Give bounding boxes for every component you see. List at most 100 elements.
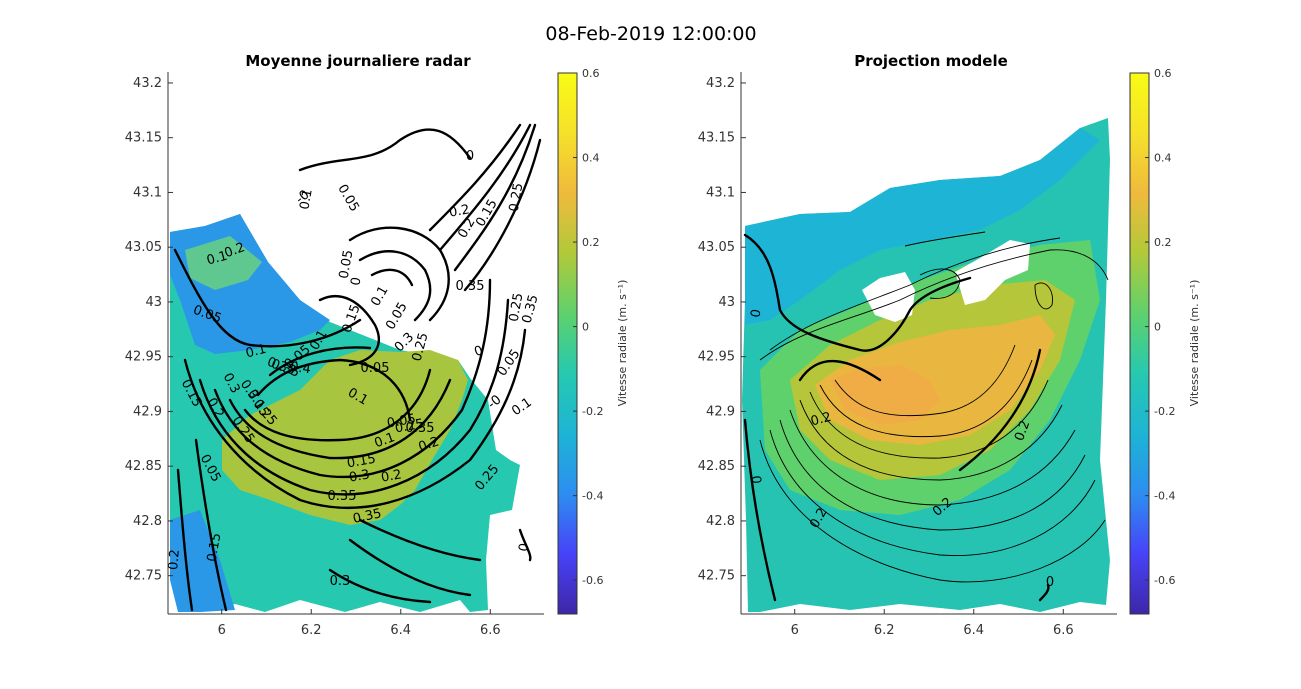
contour-label: 0.3	[330, 574, 351, 589]
y-tick-label: 42.75	[698, 569, 735, 584]
field-fill-teal	[745, 128, 1100, 325]
y-tick-label: 42.9	[706, 404, 735, 419]
colorbar-tick-label: 0.4	[582, 152, 600, 165]
y-tick-label: 43	[718, 295, 735, 310]
colorbar-tick-label: 0	[582, 321, 589, 334]
colorbar-tick-label: 0.6	[1154, 67, 1172, 80]
colorbar-tick-label: -0.2	[582, 405, 603, 418]
y-tick-label: 43.2	[133, 76, 162, 91]
plot-area	[170, 214, 520, 612]
panel-model: Projection modele	[698, 52, 1201, 638]
contour-label: 0.2	[223, 240, 248, 261]
y-tick-label: 42.95	[125, 350, 162, 365]
colorbar-ticks: 0.6 0.4 0.2 0 -0.2 -0.4 -0.6	[1145, 67, 1175, 587]
colorbar-gradient	[1129, 72, 1150, 615]
contour-label: 0.4	[289, 360, 312, 378]
contour-label: 0.35	[352, 506, 383, 527]
x-ticks: 6 6.2 6.4 6.6	[791, 609, 1074, 638]
colorbar-label: Vitesse radiale (m. s⁻¹)	[616, 280, 629, 407]
contour-label: 0	[348, 276, 364, 287]
contour-lines-thin	[759, 231, 1109, 583]
x-ticks: 6 6.2 6.4 6.6	[218, 609, 501, 638]
figure-title: 08-Feb-2019 12:00:00	[545, 23, 756, 45]
colorbar-tick-label: 0.6	[582, 67, 600, 80]
contour-label: 0.05	[337, 249, 357, 280]
y-ticks: 42.75 42.8 42.85 42.9 42.95 43 43.05 43.1 43.15 4…	[698, 76, 746, 584]
colorbar: 0.6 0.4 0.2 0 -0.2 -0.4 -0.6 Vitesse radiale (…	[557, 67, 629, 615]
axes-frame	[740, 72, 1117, 615]
contour-label: 0.15	[205, 532, 225, 563]
contour-label: 0.2	[1012, 419, 1033, 444]
colorbar-ticks: 0.6 0.4 0.2 0 -0.2 -0.4 -0.6	[573, 67, 603, 587]
contour-label: 0.25	[394, 417, 425, 437]
contour-label: 0.2	[380, 467, 403, 485]
contour-label: 0	[466, 149, 474, 164]
contour-label: 0.05	[386, 412, 417, 432]
colorbar-tick-label: -0.2	[1154, 405, 1175, 418]
y-tick-label: 43.1	[706, 185, 735, 200]
y-tick-label: 42.75	[125, 569, 162, 584]
field-fill-green-west	[185, 236, 262, 290]
panel-radar: Moyenne journaliere radar	[125, 52, 629, 638]
y-tick-label: 42.85	[125, 459, 162, 474]
y-tick-label: 42.85	[698, 459, 735, 474]
contour-label: 0.25	[410, 331, 432, 363]
contour-label: 0.25	[507, 182, 527, 213]
contour-label: 0.05	[383, 300, 410, 333]
field-gap-2	[955, 240, 1030, 305]
contour-label: 0.05	[334, 182, 361, 215]
colorbar-gradient	[557, 72, 578, 615]
y-tick-label: 43.15	[125, 131, 162, 146]
colorbar-tick-label: 0.2	[582, 236, 600, 249]
y-tick-label: 42.8	[133, 514, 162, 529]
contour-label: 0.1	[244, 342, 268, 362]
x-tick-label: 6.4	[963, 623, 984, 638]
x-tick-label: 6.6	[480, 623, 501, 638]
contour-label: 0.05	[361, 361, 390, 376]
contour-label: 0.25	[507, 292, 527, 323]
y-tick-label: 43.05	[125, 240, 162, 255]
panel-title: Moyenne journaliere radar	[245, 52, 471, 70]
y-tick-label: 43	[145, 295, 162, 310]
contour-lines	[173, 123, 542, 612]
colorbar-tick-label: 0.4	[1154, 152, 1172, 165]
x-tick-label: 6.2	[301, 623, 322, 638]
contour-label: 0.3	[348, 467, 371, 485]
x-tick-label: 6	[791, 623, 799, 638]
contour-label: 0	[748, 475, 764, 485]
contour-label: 0.35	[520, 293, 542, 325]
colorbar-tick-label: -0.6	[1154, 574, 1175, 587]
colorbar-tick-label: -0.4	[1154, 490, 1175, 503]
y-tick-label: 42.9	[133, 404, 162, 419]
y-tick-label: 43.15	[698, 131, 735, 146]
contour-label: 0	[516, 542, 532, 553]
y-tick-label: 42.8	[706, 514, 735, 529]
colorbar-tick-label: -0.6	[582, 574, 603, 587]
contour-lines-bold	[743, 233, 1050, 602]
y-ticks: 42.75 42.8 42.85 42.9 42.95 43 43.05 43.1 43.15 4…	[125, 76, 173, 584]
contour-label: 0.35	[456, 279, 485, 294]
colorbar-tick-label: -0.4	[582, 490, 603, 503]
y-tick-label: 43.2	[706, 76, 735, 91]
contour-label: 0.15	[473, 197, 500, 230]
x-tick-label: 6	[218, 623, 226, 638]
field-fill-orange-core	[830, 365, 940, 425]
colorbar-tick-label: 0	[1154, 321, 1161, 334]
x-tick-label: 6.4	[390, 623, 411, 638]
axes-frame	[167, 72, 544, 615]
panel-title: Projection modele	[854, 52, 1008, 70]
x-tick-label: 6.6	[1053, 623, 1074, 638]
contour-label: 0.2	[809, 410, 833, 430]
contour-label: 0.1	[509, 395, 535, 419]
contour-label: 0	[748, 308, 764, 319]
contour-label: 0.1	[297, 188, 315, 211]
contour-label: 0	[1046, 575, 1054, 590]
contour-label: 0.2	[166, 549, 183, 571]
colorbar: 0.6 0.4 0.2 0 -0.2 -0.4 -0.6 Vitesse radiale (…	[1129, 67, 1201, 615]
y-tick-label: 43.05	[698, 240, 735, 255]
contour-label: 0.1	[373, 430, 398, 451]
contour-label: 0.1	[205, 249, 229, 269]
colorbar-label: Vitesse radiale (m. s⁻¹)	[1188, 280, 1201, 407]
contour-label: 0.15	[346, 452, 377, 472]
